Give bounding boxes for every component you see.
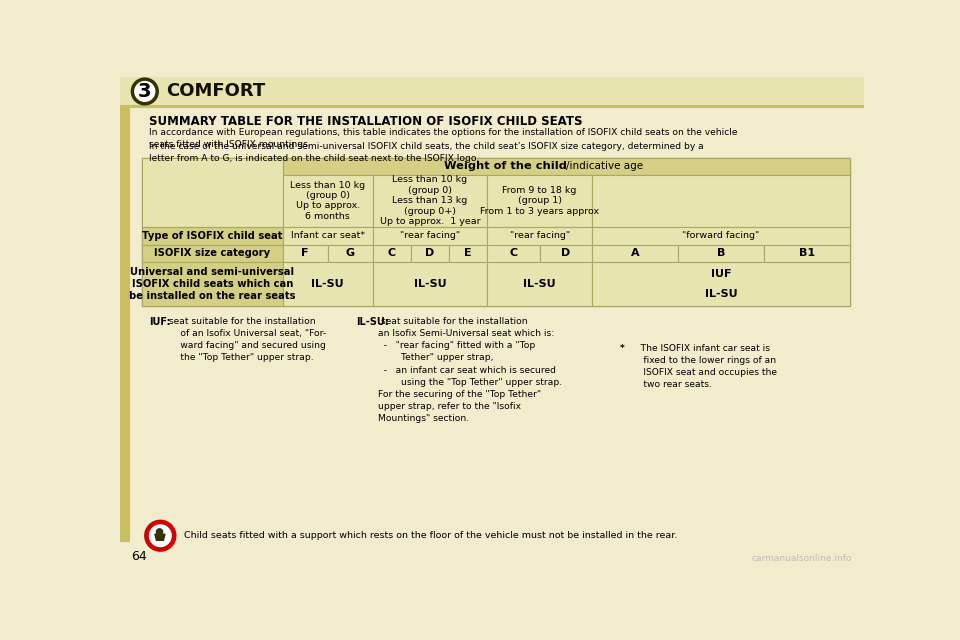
FancyBboxPatch shape <box>120 104 864 107</box>
Text: carmanualsonline.info: carmanualsonline.info <box>752 554 852 563</box>
Text: SUMMARY TABLE FOR THE INSTALLATION OF ISOFIX CHILD SEATS: SUMMARY TABLE FOR THE INSTALLATION OF IS… <box>150 115 583 128</box>
FancyBboxPatch shape <box>678 244 764 262</box>
Text: ISOFIX size category: ISOFIX size category <box>155 248 271 258</box>
FancyBboxPatch shape <box>764 244 850 262</box>
Text: IL-SU: IL-SU <box>705 289 737 299</box>
Text: In accordance with European regulations, this table indicates the options for th: In accordance with European regulations,… <box>150 129 738 149</box>
FancyBboxPatch shape <box>142 262 283 307</box>
Text: A: A <box>631 248 639 258</box>
FancyBboxPatch shape <box>488 175 592 227</box>
Circle shape <box>150 525 171 547</box>
FancyBboxPatch shape <box>142 227 283 244</box>
Circle shape <box>132 79 157 104</box>
Text: IL-SU:: IL-SU: <box>356 317 389 327</box>
FancyBboxPatch shape <box>120 77 864 570</box>
FancyBboxPatch shape <box>120 77 864 106</box>
Text: B1: B1 <box>799 248 815 258</box>
Text: G: G <box>346 248 355 258</box>
FancyBboxPatch shape <box>592 244 678 262</box>
FancyBboxPatch shape <box>327 244 372 262</box>
Text: IL-SU: IL-SU <box>414 279 446 289</box>
FancyBboxPatch shape <box>142 157 850 307</box>
Text: Universal and semi-universal
ISOFIX child seats which can
be installed on the re: Universal and semi-universal ISOFIX chil… <box>129 268 296 301</box>
FancyBboxPatch shape <box>142 244 283 262</box>
Text: "forward facing": "forward facing" <box>683 231 759 240</box>
Text: Child seats fitted with a support which rests on the floor of the vehicle must n: Child seats fitted with a support which … <box>183 531 677 540</box>
Text: seat suitable for the installation
     of an Isofix Universal seat, "For-
     : seat suitable for the installation of an… <box>166 317 326 362</box>
Text: Less than 10 kg
(group 0)
Less than 13 kg
(group 0+)
Up to approx.  1 year: Less than 10 kg (group 0) Less than 13 k… <box>380 175 480 226</box>
Text: 3: 3 <box>138 82 152 101</box>
FancyBboxPatch shape <box>283 244 327 262</box>
Circle shape <box>156 529 162 535</box>
FancyBboxPatch shape <box>488 244 540 262</box>
Polygon shape <box>155 534 165 540</box>
FancyBboxPatch shape <box>540 244 592 262</box>
FancyBboxPatch shape <box>120 106 130 541</box>
FancyBboxPatch shape <box>283 157 850 175</box>
Text: IL-SU: IL-SU <box>523 279 556 289</box>
Text: 64: 64 <box>132 550 148 563</box>
Text: E: E <box>465 248 472 258</box>
FancyBboxPatch shape <box>592 175 850 227</box>
Text: Less than 10 kg
(group 0)
Up to approx.
6 months: Less than 10 kg (group 0) Up to approx. … <box>290 180 365 221</box>
Text: C: C <box>510 248 517 258</box>
FancyBboxPatch shape <box>372 244 411 262</box>
Text: D: D <box>562 248 570 258</box>
FancyBboxPatch shape <box>592 262 850 307</box>
Text: From 9 to 18 kg
(group 1)
From 1 to 3 years approx: From 9 to 18 kg (group 1) From 1 to 3 ye… <box>480 186 599 216</box>
Text: "rear facing": "rear facing" <box>400 231 460 240</box>
FancyBboxPatch shape <box>488 227 592 244</box>
Text: F: F <box>301 248 309 258</box>
Text: *: * <box>620 344 625 353</box>
Text: C: C <box>388 248 396 258</box>
FancyBboxPatch shape <box>372 227 488 244</box>
FancyBboxPatch shape <box>411 244 449 262</box>
Circle shape <box>145 520 176 551</box>
Text: COMFORT: COMFORT <box>166 83 266 100</box>
Text: IL-SU: IL-SU <box>311 279 344 289</box>
Text: The ISOFIX infant car seat is
     fixed to the lower rings of an
     ISOFIX se: The ISOFIX infant car seat is fixed to t… <box>629 344 778 389</box>
FancyBboxPatch shape <box>142 157 283 227</box>
Text: IUF:: IUF: <box>150 317 171 327</box>
FancyBboxPatch shape <box>449 244 488 262</box>
Text: In the case of the universal and semi-universal ISOFIX child seats, the child se: In the case of the universal and semi-un… <box>150 142 705 163</box>
Text: Weight of the child: Weight of the child <box>444 161 566 171</box>
Text: IUF: IUF <box>710 269 732 279</box>
Text: "rear facing": "rear facing" <box>510 231 569 240</box>
Text: B: B <box>717 248 725 258</box>
FancyBboxPatch shape <box>592 227 850 244</box>
FancyBboxPatch shape <box>488 262 592 307</box>
Text: /indicative age: /indicative age <box>566 161 643 171</box>
FancyBboxPatch shape <box>372 175 488 227</box>
Text: Infant car seat*: Infant car seat* <box>291 231 365 240</box>
Text: D: D <box>425 248 435 258</box>
Text: seat suitable for the installation
an Isofix Semi-Universal seat which is:
  -  : seat suitable for the installation an Is… <box>378 317 563 423</box>
FancyBboxPatch shape <box>372 262 488 307</box>
FancyBboxPatch shape <box>283 227 372 244</box>
Text: Type of ISOFIX child seat: Type of ISOFIX child seat <box>142 231 282 241</box>
FancyBboxPatch shape <box>283 262 372 307</box>
FancyBboxPatch shape <box>283 175 372 227</box>
